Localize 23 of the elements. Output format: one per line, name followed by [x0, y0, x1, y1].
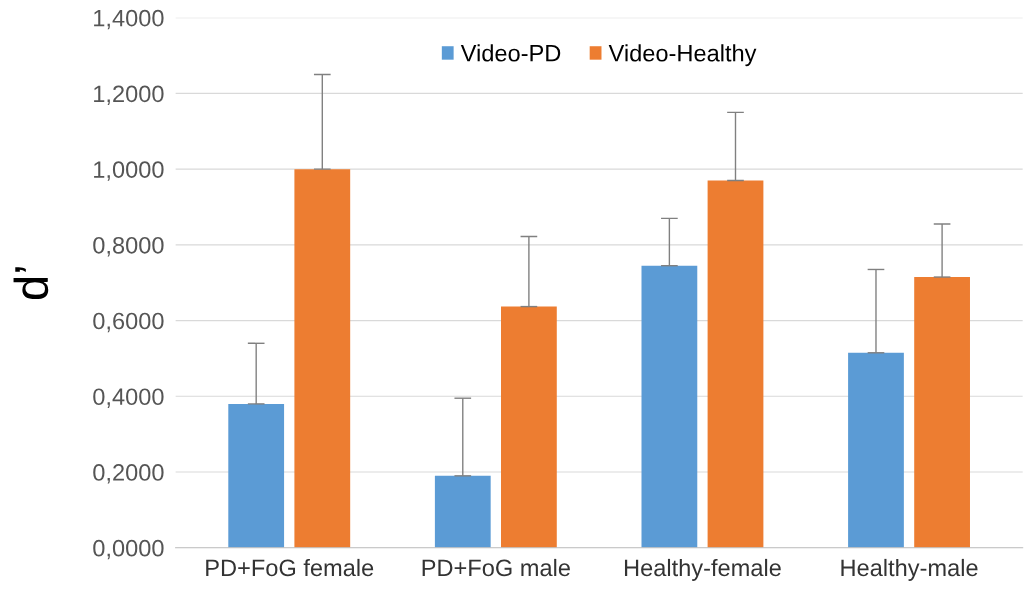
bar	[914, 277, 970, 548]
y-tick-label: 1,4000	[94, 9, 164, 30]
y-tick-label: 0,8000	[93, 236, 164, 257]
legend-label: Video-Healthy	[608, 44, 757, 67]
bar	[294, 169, 351, 548]
y-tick-label: 1,2000	[94, 85, 164, 105]
x-tick-label: Healthy-female	[624, 558, 781, 581]
x-tick-label: Healthy-male	[841, 558, 978, 581]
bar	[434, 475, 491, 548]
y-tick-label: 1,0000	[94, 161, 164, 181]
y-tick-label: 0,6000	[93, 312, 164, 333]
y-tick-label: 0,0000	[93, 539, 164, 560]
y-tick-label: 0,2000	[93, 464, 164, 484]
bar	[641, 265, 698, 548]
bar	[501, 306, 557, 548]
x-tick-label: PD+FoG male	[422, 558, 570, 577]
y-axis-title: d’	[13, 267, 49, 300]
bar	[707, 180, 764, 548]
legend-label: Video-PD	[460, 44, 561, 62]
x-tick-label: PD+FoG female	[206, 558, 374, 577]
bar	[848, 352, 904, 548]
bar	[228, 403, 285, 548]
y-tick-label: 0,4000	[93, 388, 164, 408]
